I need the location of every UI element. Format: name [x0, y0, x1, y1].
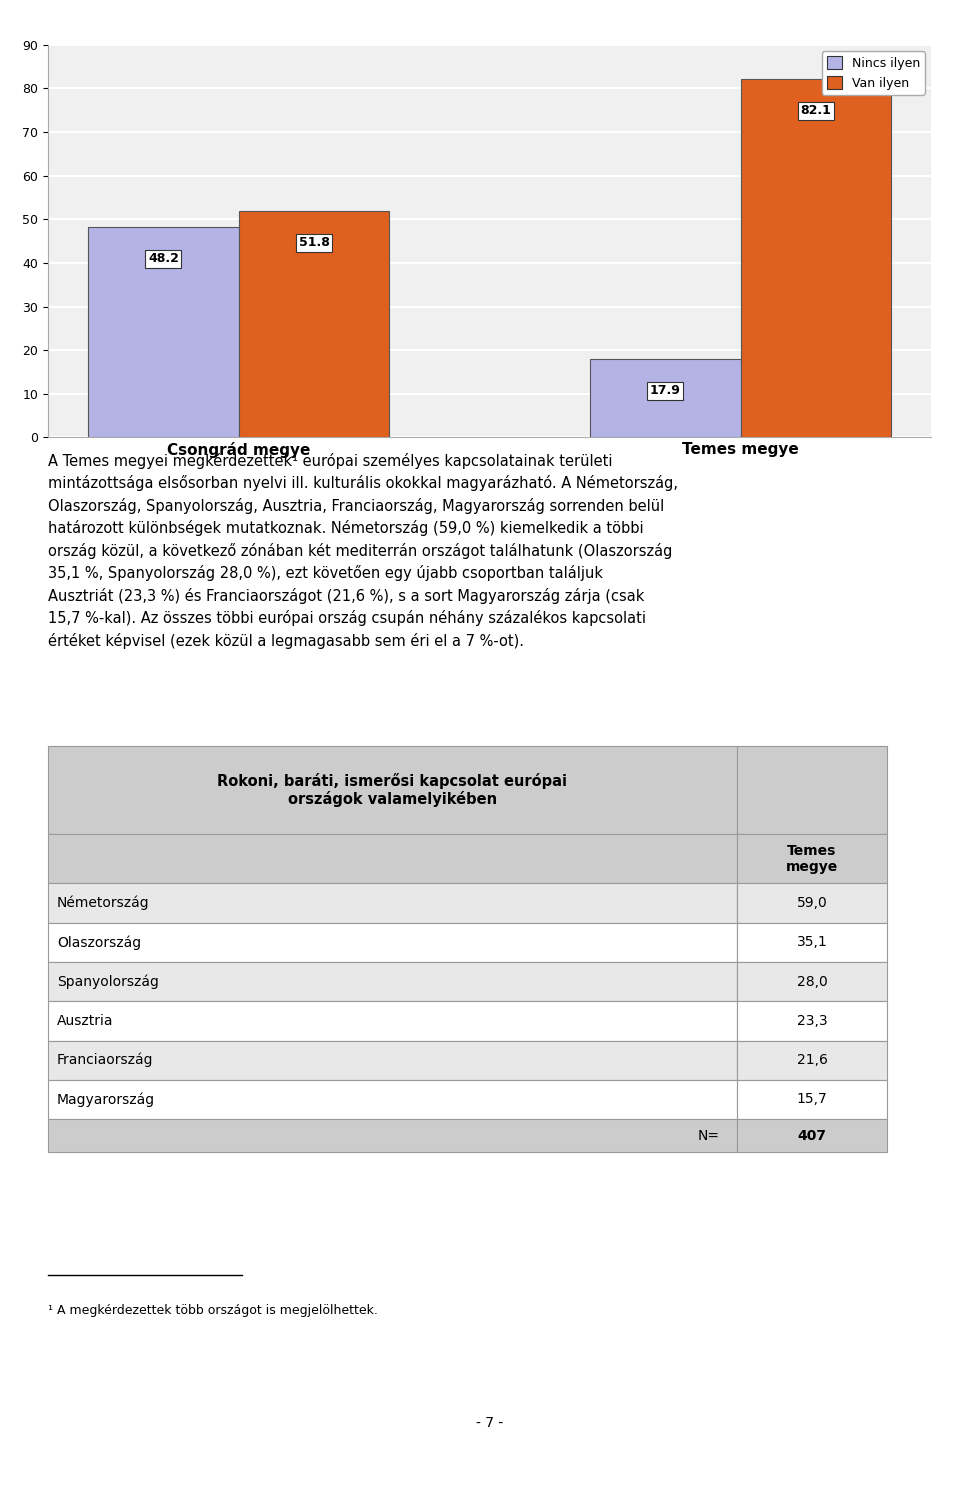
- Text: ¹ A megkérdezettek több országot is megjelölhettek.: ¹ A megkérdezettek több országot is megj…: [48, 1304, 378, 1317]
- FancyBboxPatch shape: [48, 883, 737, 922]
- Text: 17.9: 17.9: [650, 385, 681, 397]
- Bar: [88, 227, 239, 437]
- FancyBboxPatch shape: [737, 1001, 887, 1040]
- Text: 82.1: 82.1: [801, 104, 831, 118]
- Text: Ausztria: Ausztria: [57, 1015, 113, 1028]
- FancyBboxPatch shape: [48, 1080, 737, 1119]
- FancyBboxPatch shape: [737, 834, 887, 883]
- FancyBboxPatch shape: [737, 746, 887, 834]
- Text: 21,6: 21,6: [797, 1053, 828, 1067]
- FancyBboxPatch shape: [48, 746, 737, 834]
- Text: Rokoni, baráti, ismerősi kapcsolat európai
országok valamelyikében: Rokoni, baráti, ismerősi kapcsolat európ…: [218, 773, 567, 807]
- FancyBboxPatch shape: [48, 834, 737, 883]
- FancyBboxPatch shape: [48, 962, 737, 1001]
- Text: Magyarország: Magyarország: [57, 1092, 155, 1107]
- FancyBboxPatch shape: [737, 883, 887, 922]
- Text: 15,7: 15,7: [797, 1092, 828, 1107]
- FancyBboxPatch shape: [48, 1001, 737, 1040]
- Text: Franciaország: Franciaország: [57, 1053, 154, 1067]
- FancyBboxPatch shape: [48, 1040, 737, 1080]
- Text: Olaszország: Olaszország: [57, 935, 141, 949]
- Text: 23,3: 23,3: [797, 1015, 828, 1028]
- Text: 59,0: 59,0: [797, 897, 828, 910]
- Text: N=: N=: [697, 1129, 719, 1143]
- Bar: [740, 79, 891, 437]
- Legend: Nincs ilyen, Van ilyen: Nincs ilyen, Van ilyen: [822, 51, 924, 94]
- FancyBboxPatch shape: [737, 1119, 887, 1152]
- Text: 48.2: 48.2: [148, 252, 179, 266]
- Text: Spanyolország: Spanyolország: [57, 974, 158, 989]
- Text: Németország: Németország: [57, 895, 150, 910]
- FancyBboxPatch shape: [737, 922, 887, 962]
- FancyBboxPatch shape: [737, 1080, 887, 1119]
- Text: - 7 -: - 7 -: [476, 1416, 503, 1431]
- Text: 28,0: 28,0: [797, 974, 828, 989]
- Bar: [590, 360, 740, 437]
- Text: Temes
megye: Temes megye: [786, 844, 838, 874]
- FancyBboxPatch shape: [48, 922, 737, 962]
- FancyBboxPatch shape: [48, 1119, 737, 1152]
- FancyBboxPatch shape: [737, 1040, 887, 1080]
- Text: 51.8: 51.8: [299, 236, 329, 249]
- Text: A Temes megyei megkérdezettek¹ európai személyes kapcsolatainak területi
mintázo: A Temes megyei megkérdezettek¹ európai s…: [48, 454, 678, 649]
- Text: 407: 407: [798, 1129, 827, 1143]
- FancyBboxPatch shape: [737, 962, 887, 1001]
- Bar: [239, 212, 389, 437]
- Text: 35,1: 35,1: [797, 935, 828, 949]
